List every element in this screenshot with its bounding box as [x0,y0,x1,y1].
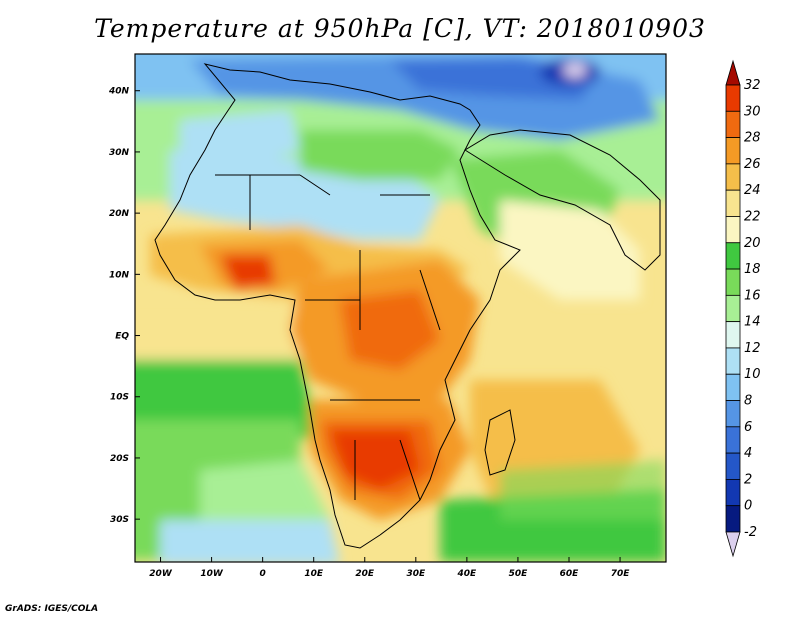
x-tick-label: 10E [304,569,324,579]
colorbar-label: 2 [744,472,752,487]
y-tick-label: 30S [110,515,129,525]
x-axis: 20W 10W 0 10E 20E 30E 40E 50E 60E 70E [149,557,630,579]
y-tick-label: 20S [110,454,129,464]
colorbar-label: 18 [744,262,761,277]
temperature-field [135,54,666,562]
colorbar-label: 10 [744,367,761,382]
colorbar-label: 28 [744,131,761,146]
colorbar-label: 26 [744,157,761,172]
colorbar-swatch [725,268,741,296]
colorbar-label: 0 [744,499,752,514]
colorbar-swatch [725,216,741,244]
colorbar-swatch [725,400,741,428]
colorbar-swatch [725,347,741,375]
colorbar-label: 22 [744,209,761,224]
colorbar-swatch [725,137,741,165]
page-title: Temperature at 950hPa [C], VT: 201801090… [94,14,706,43]
x-tick-label: 30E [406,569,426,579]
colorbar-swatch [725,294,741,323]
colorbar-swatch [725,426,741,454]
map-frame [134,53,667,563]
colorbar-top-arrow [725,59,741,86]
y-tick-label: EQ [115,332,129,342]
x-tick-label: 0 [260,569,266,579]
x-tick-label: 20E [355,569,375,579]
x-tick-label: 10W [200,569,224,579]
x-tick-label: 20W [149,569,173,579]
y-tick-label: 30N [109,148,130,158]
colorbar-label: -2 [744,525,757,540]
x-tick-label: 50E [509,569,529,579]
colorbar-label: 16 [744,288,761,303]
credit-footer: GrADS: IGES/COLA [5,604,99,614]
colorbar-bottom-arrow [725,531,741,558]
colorbar-swatch [725,452,741,480]
colorbar-label: 20 [744,236,761,251]
colorbar-swatch [725,479,741,507]
y-tick-label: 40N [108,87,130,97]
coastlines [154,63,661,549]
colorbar-swatch [725,321,741,349]
colorbar-label: 24 [744,183,761,198]
colorbar-label: 6 [744,420,752,435]
colorbar-label: 14 [744,315,761,330]
colorbar-swatch [725,163,741,191]
x-tick-label: 70E [611,569,631,579]
colorbar-label: 32 [744,78,761,93]
y-tick-label: 20N [109,209,130,219]
colorbar-swatch [725,373,741,401]
colorbar-swatch [725,110,741,138]
colorbar-label: 4 [744,446,752,461]
colorbar-swatch [725,189,741,217]
y-tick-label: 10S [110,393,129,403]
colorbar-swatch [725,242,741,270]
colorbar-swatch [725,505,741,533]
x-tick-label: 40E [457,569,478,579]
colorbar-swatch [725,84,741,112]
colorbar-label: 12 [744,341,761,356]
x-tick-label: 60E [560,569,580,579]
colorbar-label: 30 [744,104,761,119]
colorbar-label: 8 [744,394,752,409]
y-axis: 40N 30N 20N 10N EQ 10S 20S 30S [108,87,140,525]
y-tick-label: 10N [109,270,130,280]
